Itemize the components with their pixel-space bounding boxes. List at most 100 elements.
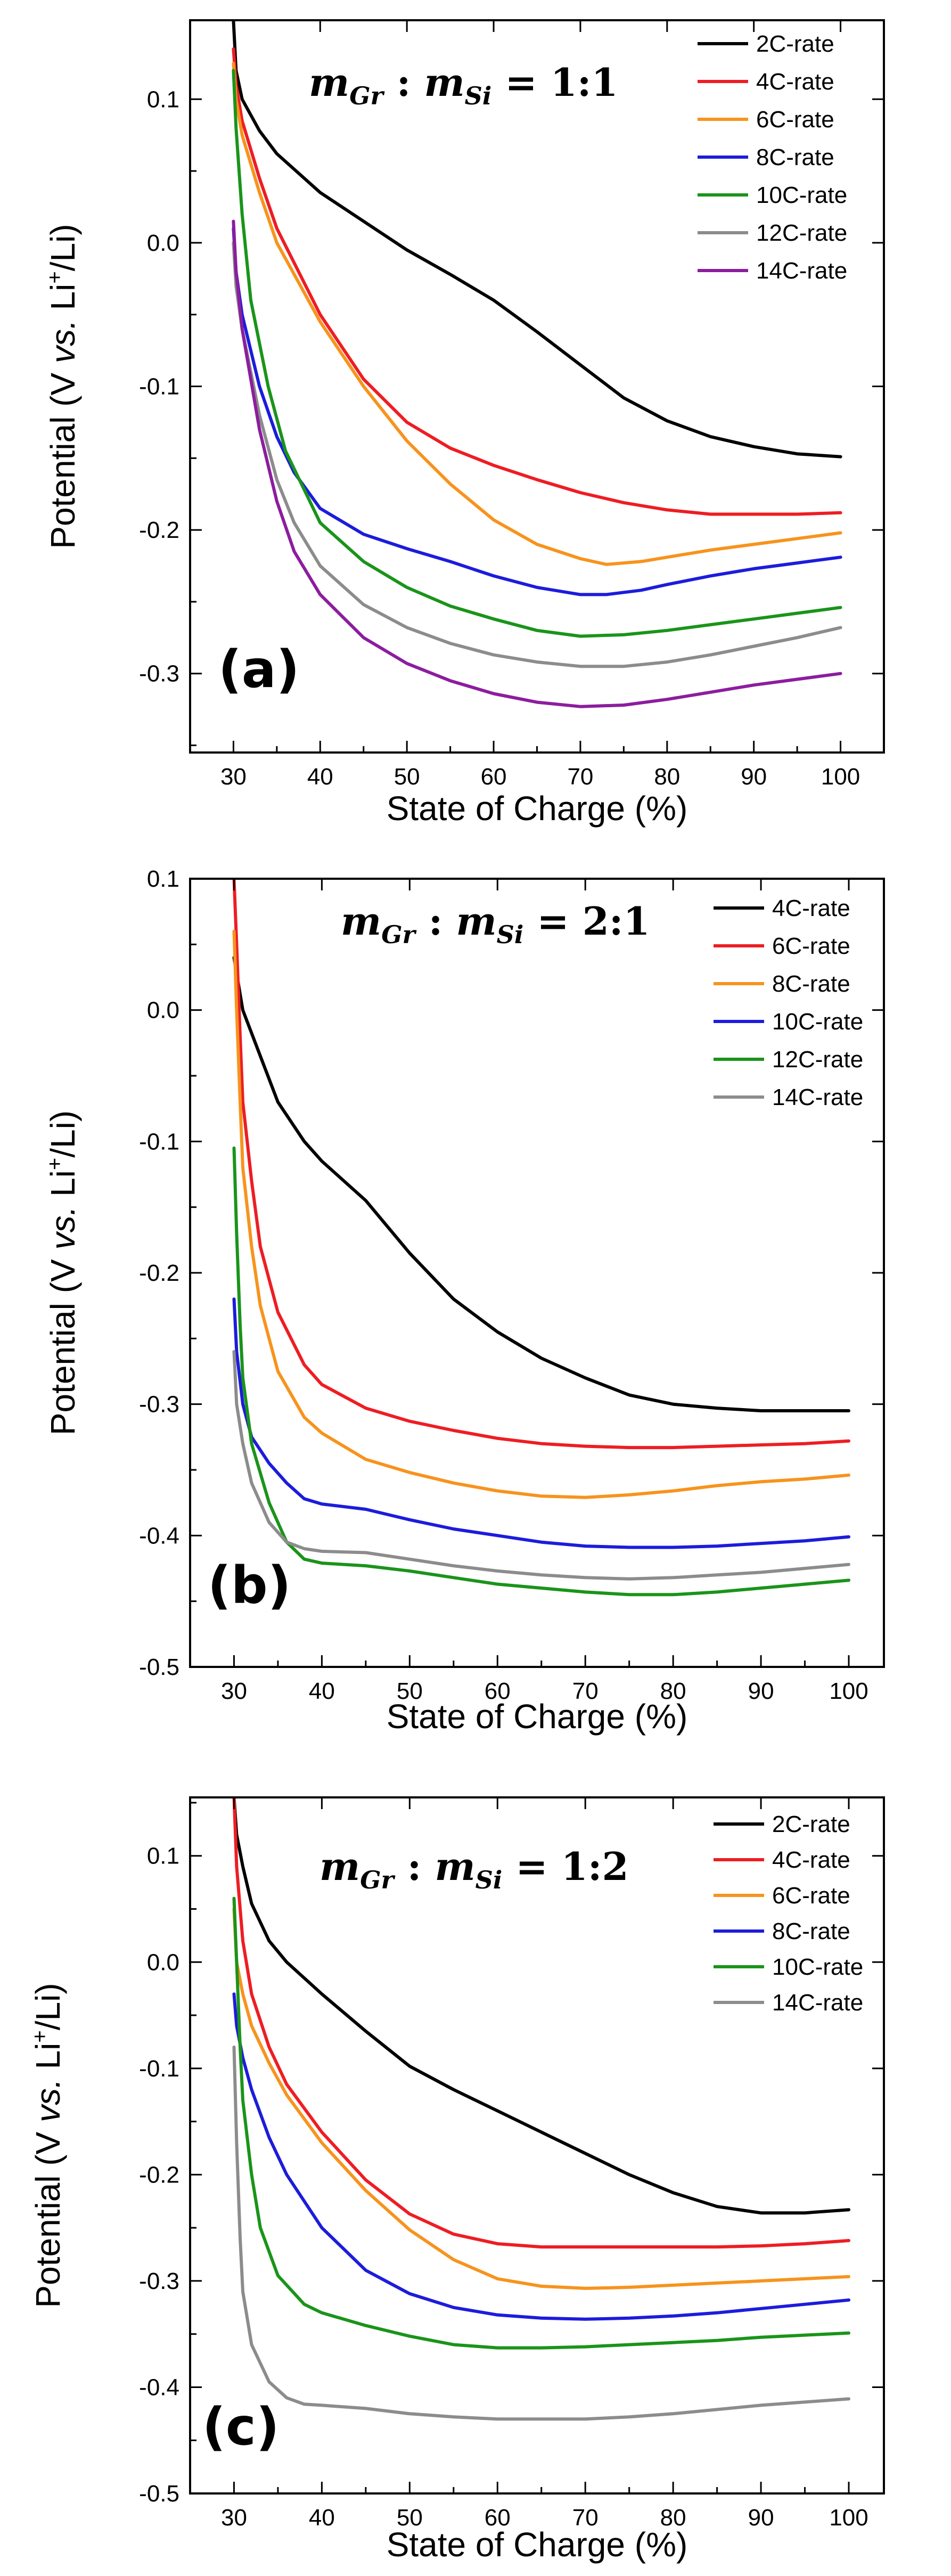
x-tick-label: 90 <box>741 764 767 790</box>
y-tick-label: 0.1 <box>147 86 179 112</box>
y-tick-label: -0.4 <box>139 1523 179 1549</box>
y-tick-label: -0.1 <box>139 2056 179 2082</box>
y-tick-label: -0.2 <box>139 2162 179 2188</box>
legend: 4C-rate 6C-rate 8C-rate 10C-rate 12C-rate 14C… <box>714 895 863 1110</box>
series-line-8C-rate <box>232 929 850 1499</box>
series-line-14C-rate <box>232 1350 850 1581</box>
series-line-6C-rate <box>232 879 850 1450</box>
x-tick-label: 60 <box>485 2505 511 2531</box>
x-axis-label: State of Charge (%) <box>387 1697 688 1736</box>
y-tick-label: -0.3 <box>139 1392 179 1418</box>
legend-label: 12C-rate <box>772 1046 863 1073</box>
y-axis-label: Potential (V vs. Li+/Li) <box>28 1983 67 2308</box>
series-group <box>232 879 850 1597</box>
series-line-10C-rate <box>232 69 842 638</box>
y-tick-label: -0.5 <box>139 1654 179 1680</box>
series-line-2C-rate <box>232 20 842 459</box>
x-tick-label: 40 <box>309 2505 335 2531</box>
legend-label: 14C-rate <box>772 1084 863 1110</box>
series-line-6C-rate <box>232 1907 850 2290</box>
legend-label: 6C-rate <box>756 107 834 133</box>
series-line-6C-rate <box>232 61 842 566</box>
y-tick-label: 0.0 <box>147 230 179 256</box>
legend-label: 4C-rate <box>772 1847 850 1873</box>
x-tick-label: 70 <box>567 764 593 790</box>
legend-label: 14C-rate <box>756 258 847 284</box>
panel-label: (a) <box>218 640 300 699</box>
y-axis-label: Potential (V vs. Li+/Li) <box>43 224 82 549</box>
y-axis-label: Potential (V vs. Li+/Li) <box>43 1110 82 1435</box>
x-tick-label: 60 <box>481 764 507 790</box>
chart-panel-1: 30 40 50 60 70 80 90 100 0.1 0.0 -0.1 -0.2 -0.3 State… <box>43 19 885 828</box>
legend-label: 2C-rate <box>772 1811 850 1837</box>
series-line-14C-rate <box>232 219 842 708</box>
series-line-12C-rate <box>232 1146 850 1597</box>
legend-label: 10C-rate <box>772 1954 863 1980</box>
y-tick-label: -0.2 <box>139 517 179 543</box>
mass-ratio-label: mGr : mSi = 2:1 <box>341 898 650 949</box>
series-line-12C-rate <box>232 241 842 668</box>
legend-label: 8C-rate <box>772 971 850 997</box>
series-group <box>232 20 842 708</box>
legend-label: 4C-rate <box>756 69 834 95</box>
series-line-14C-rate <box>232 2045 850 2421</box>
y-tick-label: -0.1 <box>139 1128 179 1155</box>
legend-label: 14C-rate <box>772 1990 863 2016</box>
x-tick-label: 90 <box>748 1678 774 1704</box>
chart-panel-3: 30 40 50 60 70 80 90 100 0.1 0.0 -0.1 -0.2 -0.3 -0.4 -… <box>28 1796 885 2564</box>
x-tick-label: 60 <box>485 1678 511 1704</box>
y-tick-label: 0.0 <box>147 997 179 1024</box>
x-tick-label: 50 <box>397 2505 423 2531</box>
x-tick-label: 100 <box>829 2505 868 2531</box>
panel-label: (b) <box>208 1556 291 1615</box>
legend-label: 8C-rate <box>756 144 834 170</box>
x-tick-label: 30 <box>220 764 247 790</box>
legend-label: 8C-rate <box>772 1918 850 1944</box>
series-line-10C-rate <box>232 1297 850 1549</box>
series-line-8C-rate <box>232 226 842 596</box>
x-tick-label: 80 <box>660 1678 686 1704</box>
series-group <box>232 1797 850 2421</box>
chart-panel-2: 30 40 50 60 70 80 90 100 0.1 0.0 -0.1 -0.2 -0.3 -0.4 -… <box>43 866 885 1736</box>
legend-label: 6C-rate <box>772 1883 850 1909</box>
series-line-4C-rate <box>232 47 842 516</box>
x-tick-label: 50 <box>397 1678 423 1704</box>
y-tick-label: -0.1 <box>139 374 179 400</box>
plot-frame <box>189 1796 885 2495</box>
x-tick-label: 100 <box>821 764 860 790</box>
y-tick-label: -0.4 <box>139 2374 179 2400</box>
series-line-10C-rate <box>232 1896 850 2350</box>
x-tick-label: 30 <box>221 1678 247 1704</box>
legend: 2C-rate 4C-rate 6C-rate 8C-rate 10C-rate 14C-… <box>714 1811 863 2016</box>
y-tick-label: -0.2 <box>139 1260 179 1286</box>
series-line-4C-rate <box>232 1797 850 2249</box>
y-tick-label: 0.1 <box>147 866 179 892</box>
legend-label: 12C-rate <box>756 220 847 246</box>
legend-label: 2C-rate <box>756 31 834 57</box>
x-tick-label: 100 <box>829 1678 868 1704</box>
x-tick-label: 40 <box>309 1678 335 1704</box>
y-tick-label: -0.5 <box>139 2481 179 2507</box>
x-tick-label: 70 <box>572 2505 599 2531</box>
panel-label: (c) <box>202 2397 280 2457</box>
x-tick-label: 40 <box>307 764 333 790</box>
x-tick-label: 30 <box>221 2505 247 2531</box>
y-tick-label: -0.3 <box>139 661 179 687</box>
y-tick-label: -0.3 <box>139 2268 179 2294</box>
y-tick-label: 0.1 <box>147 1843 179 1869</box>
legend: 2C-rate 4C-rate 6C-rate 8C-rate 10C-rate 12C-… <box>698 31 847 284</box>
x-axis-label: State of Charge (%) <box>387 2525 688 2564</box>
legend-label: 6C-rate <box>772 933 850 959</box>
mass-ratio-label: mGr : mSi = 1:2 <box>319 1844 629 1894</box>
mass-ratio-label: mGr : mSi = 1:1 <box>309 60 618 110</box>
x-tick-label: 80 <box>654 764 680 790</box>
legend-label: 4C-rate <box>772 895 850 921</box>
x-tick-label: 90 <box>748 2505 774 2531</box>
series-line-8C-rate <box>232 1992 850 2321</box>
legend-label: 10C-rate <box>772 1009 863 1035</box>
series-line-4C-rate <box>232 956 850 1412</box>
series-line-2C-rate <box>232 1797 850 2215</box>
x-tick-label: 80 <box>660 2505 686 2531</box>
legend-label: 10C-rate <box>756 182 847 208</box>
